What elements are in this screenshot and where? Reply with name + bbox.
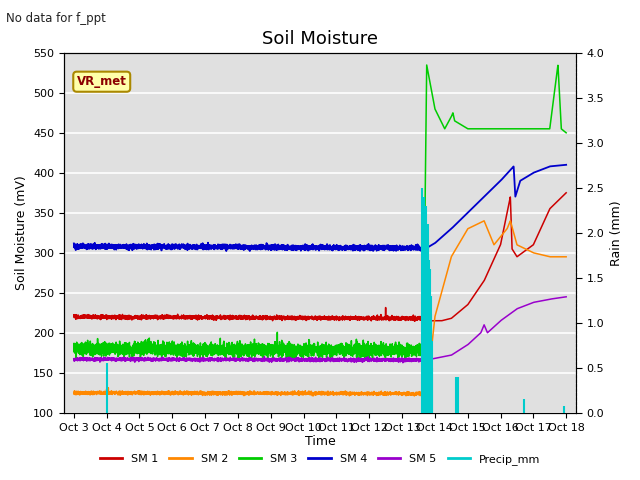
Title: Soil Moisture: Soil Moisture xyxy=(262,30,378,48)
X-axis label: Time: Time xyxy=(305,435,335,448)
Text: VR_met: VR_met xyxy=(77,75,127,88)
Y-axis label: Soil Moisture (mV): Soil Moisture (mV) xyxy=(15,175,28,290)
Legend: SM 1, SM 2, SM 3, SM 4, SM 5, Precip_mm: SM 1, SM 2, SM 3, SM 4, SM 5, Precip_mm xyxy=(95,450,545,469)
Text: No data for f_ppt: No data for f_ppt xyxy=(6,12,106,25)
Y-axis label: Rain (mm): Rain (mm) xyxy=(610,200,623,265)
